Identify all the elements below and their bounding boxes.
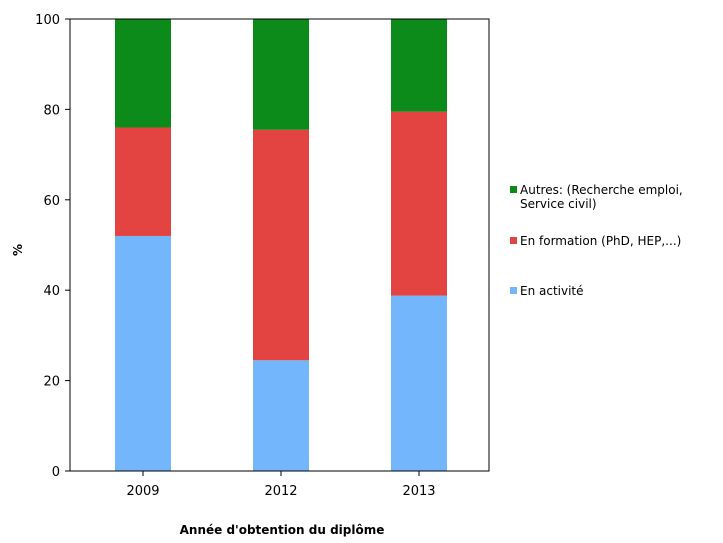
bar-segment xyxy=(391,19,447,112)
y-tick-label: 80 xyxy=(43,103,60,118)
x-axis-title: Année d'obtention du diplôme xyxy=(180,523,385,537)
axes: 0 20 40 60 80 100 2009 2012 2013 xyxy=(35,13,490,499)
y-tick-label: 40 xyxy=(43,284,60,299)
y-tick-label: 100 xyxy=(35,13,60,28)
bar-segment xyxy=(253,19,309,130)
bar-segment xyxy=(253,129,309,361)
bars xyxy=(115,19,447,471)
legend-label: Autres: (Recherche emploi, Service civil) xyxy=(520,183,683,211)
bar-segment xyxy=(391,295,447,471)
legend-swatch xyxy=(510,287,517,294)
bar-segment xyxy=(115,127,171,236)
y-tick-label: 0 xyxy=(52,465,60,480)
legend-label: En formation (PhD, HEP,...) xyxy=(520,234,681,248)
bar-segment xyxy=(115,235,171,471)
x-tick-label: 2012 xyxy=(264,484,297,499)
bar-segment xyxy=(115,19,171,128)
plot-frame xyxy=(69,18,490,472)
y-tick-label: 20 xyxy=(43,375,60,390)
legend-label: En activité xyxy=(520,284,584,298)
legend: Autres: (Recherche emploi, Service civil)… xyxy=(510,183,683,298)
legend-swatch xyxy=(510,186,517,193)
bar-segment xyxy=(253,360,309,471)
bar-segment xyxy=(391,111,447,296)
x-tick-label: 2009 xyxy=(126,484,159,499)
y-tick-label: 60 xyxy=(43,194,60,209)
y-axis-title: % xyxy=(11,244,25,256)
legend-swatch xyxy=(510,237,517,244)
x-tick-label: 2013 xyxy=(402,484,435,499)
